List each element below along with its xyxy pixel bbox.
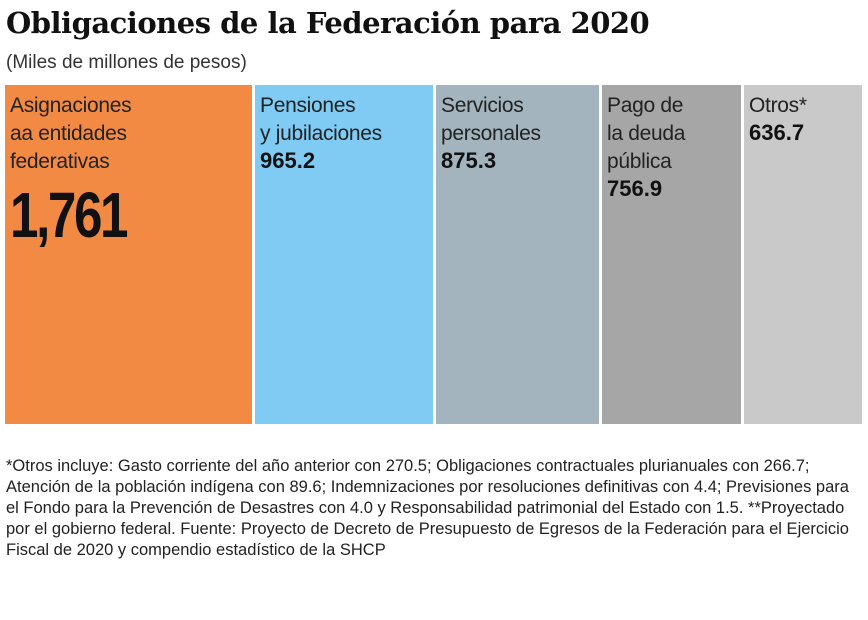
value-label: 1,761 [10, 179, 129, 251]
value-label: 756.9 [607, 176, 663, 201]
category-label: Otros* [749, 94, 807, 117]
value-label: 875.3 [441, 148, 497, 173]
value-label: 636.7 [749, 120, 805, 145]
chart-title: Obligaciones de la Federación para 2020 [6, 6, 650, 40]
bar: Pensiones y jubilaciones 965.2 [255, 85, 433, 424]
category-label: Pago de la deuda pública [607, 94, 686, 173]
category-label: Asignaciones aa entidades federativas [10, 94, 132, 173]
bar: Servicios personales 875.3 [436, 85, 599, 424]
footnote: *Otros incluye: Gasto corriente del año … [6, 457, 849, 559]
bar-area: Asignaciones aa entidades federativas 1,7… [5, 85, 862, 424]
category-label: Servicios personales [441, 94, 541, 145]
value-label: 965.2 [260, 148, 316, 173]
bar: Pago de la deuda pública 756.9 [602, 85, 741, 424]
category-label: Pensiones y jubilaciones [260, 94, 382, 145]
chart-subtitle: (Miles de millones de pesos) [6, 52, 247, 73]
bar: Otros* 636.7 [744, 85, 862, 424]
bar: Asignaciones aa entidades federativas 1,7… [5, 85, 252, 424]
